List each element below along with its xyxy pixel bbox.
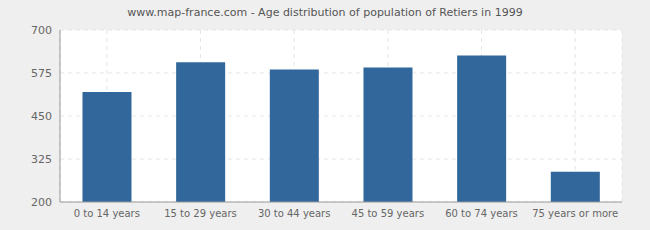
svg-text:75 years or more: 75 years or more bbox=[532, 208, 618, 219]
svg-text:30 to 44 years: 30 to 44 years bbox=[258, 208, 331, 219]
svg-text:700: 700 bbox=[31, 24, 52, 37]
svg-text:450: 450 bbox=[31, 110, 52, 123]
svg-text:45 to 59 years: 45 to 59 years bbox=[352, 208, 425, 219]
html-text:www.map-france.com - Age distr: www.map-france.com - Age distribution of… bbox=[127, 6, 523, 19]
svg-text:0 to 14 years: 0 to 14 years bbox=[74, 208, 140, 219]
svg-text:200: 200 bbox=[31, 196, 52, 209]
svg-text:15 to 29 years: 15 to 29 years bbox=[164, 208, 237, 219]
svg-text:60 to 74 years: 60 to 74 years bbox=[445, 208, 518, 219]
svg-text:575: 575 bbox=[31, 67, 52, 80]
svg-text:325: 325 bbox=[31, 153, 52, 166]
